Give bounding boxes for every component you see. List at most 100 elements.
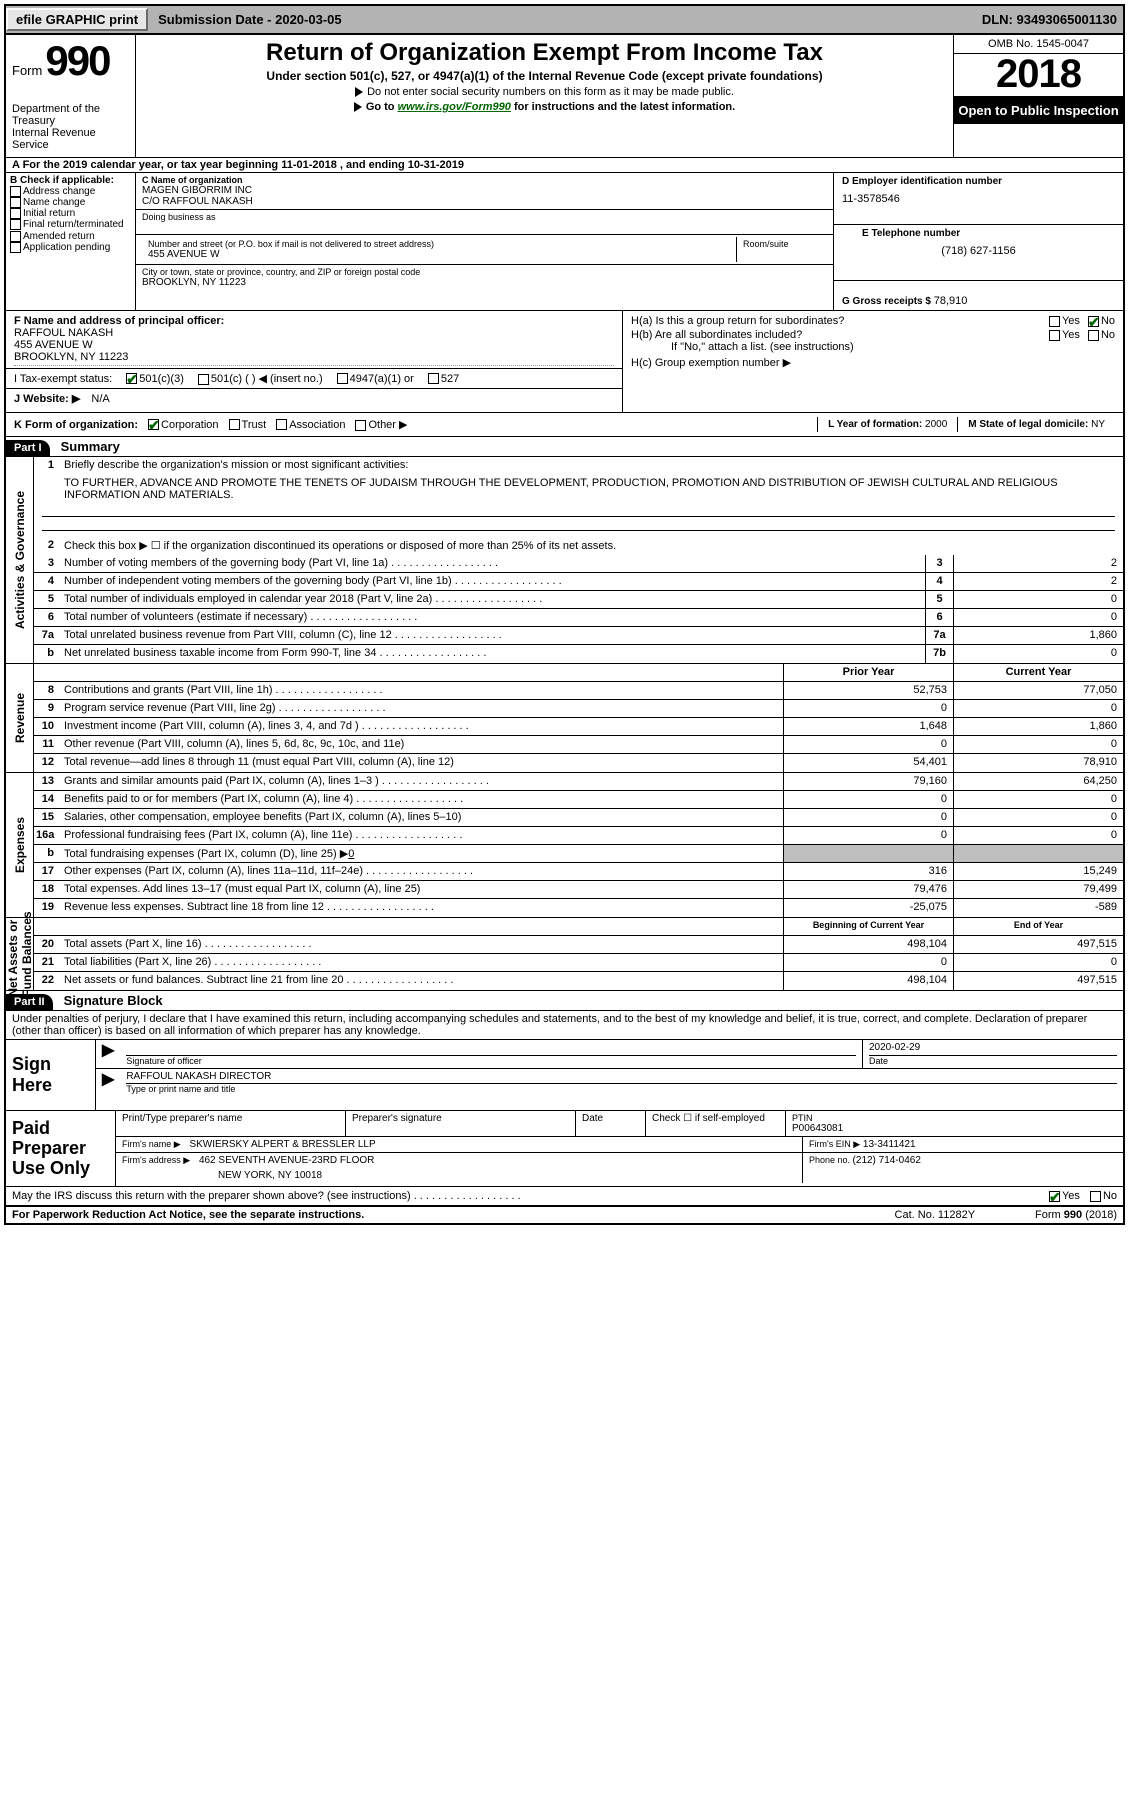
officer-name: RAFFOUL NAKASH <box>14 327 614 339</box>
discuss-yes[interactable]: Yes <box>1049 1190 1080 1202</box>
chk-other[interactable]: Other ▶ <box>355 418 407 431</box>
yes-label: Yes <box>1062 329 1080 341</box>
line-4: 4 Number of independent voting members o… <box>34 573 1123 591</box>
shade <box>783 845 953 862</box>
box: 7b <box>925 645 953 663</box>
block-bcd: B Check if applicable: Address change Na… <box>6 173 1123 311</box>
form-header: Form 990 Department of the Treasury Inte… <box>6 35 1123 158</box>
m-value: NY <box>1091 419 1105 430</box>
paid-preparer-block: Paid Preparer Use Only Print/Type prepar… <box>6 1111 1123 1187</box>
ha-yes[interactable]: Yes <box>1049 315 1080 327</box>
chk-final-return[interactable]: Final return/terminated <box>10 219 131 230</box>
firm-addr-label: Firm's address ▶ <box>122 1155 190 1165</box>
chk-application-pending[interactable]: Application pending <box>10 242 131 253</box>
cy19: -589 <box>953 899 1123 917</box>
py19: -25,075 <box>783 899 953 917</box>
py17: 316 <box>783 863 953 880</box>
cy-hdr: Current Year <box>953 664 1123 681</box>
open-inspection: Open to Public Inspection <box>954 97 1123 124</box>
ln: 5 <box>34 591 60 608</box>
chk-amended-return[interactable]: Amended return <box>10 231 131 242</box>
chk-initial-return[interactable]: Initial return <box>10 208 131 219</box>
officer-addr1: 455 AVENUE W <box>14 339 614 351</box>
ln: b <box>34 845 60 862</box>
b22: 498,104 <box>783 972 953 990</box>
header-right: OMB No. 1545-0047 2018 Open to Public In… <box>953 35 1123 157</box>
py18: 79,476 <box>783 881 953 898</box>
arrow-icon <box>354 102 362 112</box>
cy8: 77,050 <box>953 682 1123 699</box>
ln: 14 <box>34 791 60 808</box>
city-value: BROOKLYN, NY 11223 <box>142 277 827 288</box>
dln-value: 93493065001130 <box>1016 12 1117 27</box>
date-label: Date <box>869 1056 1117 1066</box>
na-header: Beginning of Current Year End of Year <box>34 918 1123 936</box>
f-label: F Name and address of principal officer: <box>14 315 614 327</box>
c-name-row: C Name of organization MAGEN GIBORRIM IN… <box>136 173 833 210</box>
side-label: Activities & Governance <box>13 491 27 629</box>
firm-phone-label: Phone no. <box>809 1155 853 1165</box>
dept-treasury: Department of the Treasury Internal Reve… <box>12 103 129 151</box>
chk-4947[interactable]: 4947(a)(1) or <box>337 373 414 385</box>
sign-date: 2020-02-29 <box>869 1042 1117 1056</box>
b-opt: Amended return <box>23 231 95 242</box>
discuss-no[interactable]: No <box>1090 1190 1117 1202</box>
hb-yes[interactable]: Yes <box>1049 329 1080 341</box>
i-opt: 501(c) ( ) ◀ (insert no.) <box>211 373 323 385</box>
chk-name-change[interactable]: Name change <box>10 197 131 208</box>
g-value: 78,910 <box>934 295 968 307</box>
chk-trust[interactable]: Trust <box>229 419 267 431</box>
self-emp-check[interactable]: Check ☐ if self-employed <box>646 1111 786 1136</box>
py9: 0 <box>783 700 953 717</box>
chk-corp[interactable]: Corporation <box>148 419 218 431</box>
l3-text: Number of voting members of the governin… <box>60 555 925 572</box>
part-2-title: Signature Block <box>56 991 171 1010</box>
d-label: D Employer identification number <box>842 176 1115 187</box>
chk-527[interactable]: 527 <box>428 373 459 385</box>
col-deg: D Employer identification number 11-3578… <box>833 173 1123 310</box>
arrow-icon: ▶ <box>96 1040 120 1068</box>
l4-text: Number of independent voting members of … <box>60 573 925 590</box>
form-container: efile GRAPHIC print Submission Date - 20… <box>4 4 1125 1225</box>
f-left: F Name and address of principal officer:… <box>6 311 623 412</box>
mission-text: TO FURTHER, ADVANCE AND PROMOTE THE TENE… <box>34 475 1123 503</box>
street-address: 455 AVENUE W <box>148 249 730 260</box>
efile-print-button[interactable]: efile GRAPHIC print <box>6 8 148 31</box>
line-16a: 16a Professional fundraising fees (Part … <box>34 827 1123 845</box>
k-label: K Form of organization: <box>14 419 138 431</box>
ptin-label: PTIN <box>792 1113 1117 1123</box>
chk-address-change[interactable]: Address change <box>10 186 131 197</box>
part-1-header: Part I Summary <box>6 437 1123 457</box>
box: 6 <box>925 609 953 626</box>
l15-text: Salaries, other compensation, employee b… <box>60 809 783 826</box>
firm-ein-label: Firm's EIN ▶ <box>809 1139 860 1149</box>
v3: 2 <box>953 555 1123 572</box>
chk-501c3[interactable]: 501(c)(3) <box>126 373 184 385</box>
line-16b: b Total fundraising expenses (Part IX, c… <box>34 845 1123 863</box>
hb-no[interactable]: No <box>1088 329 1115 341</box>
l2-text: Check this box ▶ ☐ if the organization d… <box>60 537 1123 555</box>
l16a-text: Professional fundraising fees (Part IX, … <box>60 827 783 844</box>
line-2: 2 Check this box ▶ ☐ if the organization… <box>34 537 1123 555</box>
form-number: 990 <box>45 37 109 84</box>
ln: 13 <box>34 773 60 790</box>
lm-cells: L Year of formation: 2000 M State of leg… <box>817 417 1115 432</box>
irs-link[interactable]: www.irs.gov/Form990 <box>398 101 511 113</box>
l-label: L Year of formation: <box>828 419 925 430</box>
chk-assoc[interactable]: Association <box>276 419 345 431</box>
firm-addr-cell: Firm's address ▶ 462 SEVENTH AVENUE-23RD… <box>116 1153 803 1183</box>
e-label: E Telephone number <box>862 228 1115 239</box>
arrow-icon: ▶ <box>96 1069 120 1096</box>
sig-officer-line: ▶ Signature of officer 2020-02-29 Date <box>96 1040 1123 1069</box>
ha-no[interactable]: No <box>1088 315 1115 327</box>
l10-text: Investment income (Part VIII, column (A)… <box>60 718 783 735</box>
e21: 0 <box>953 954 1123 971</box>
l16b-pre: Total fundraising expenses (Part IX, col… <box>64 848 348 860</box>
line-11: 11 Other revenue (Part VIII, column (A),… <box>34 736 1123 754</box>
v4: 2 <box>953 573 1123 590</box>
ln: 11 <box>34 736 60 753</box>
form-title: Return of Organization Exempt From Incom… <box>144 39 945 67</box>
chk-501c[interactable]: 501(c) ( ) ◀ (insert no.) <box>198 372 323 385</box>
org-co: C/O RAFFOUL NAKASH <box>142 196 827 207</box>
city-row: City or town, state or province, country… <box>136 265 833 290</box>
